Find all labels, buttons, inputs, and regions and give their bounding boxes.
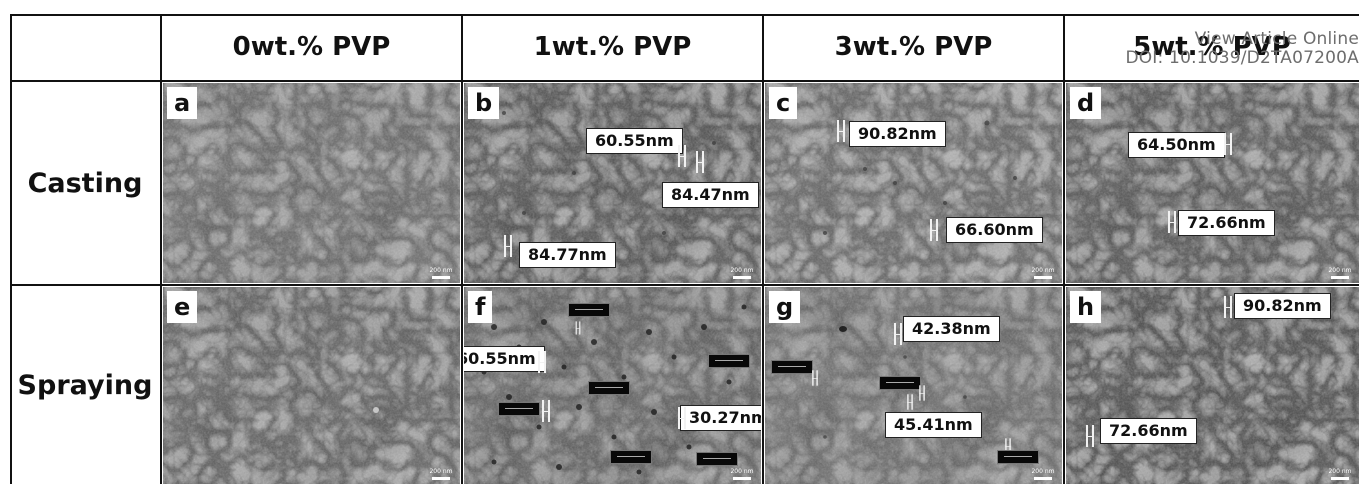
column-header-1wt: 1wt.% PVP <box>533 32 692 62</box>
measure-bar-g-5 <box>1004 438 1012 454</box>
measure-bar-c-1 <box>835 120 847 142</box>
grid-line-left <box>10 14 12 484</box>
measurement-b-3: 84.77nm <box>519 242 616 268</box>
scale-bar-f: 200 nm <box>727 468 757 480</box>
measure-bar-g-2 <box>811 370 819 386</box>
measurement-b-1: 60.55nm <box>586 128 683 154</box>
panel-label-h: h <box>1070 291 1102 323</box>
measurement-g-1: 42.38nm <box>903 316 1000 342</box>
panel-label-b: b <box>468 87 500 119</box>
mini-measurement-g-2 <box>879 376 921 390</box>
measure-bar-f-2 <box>540 400 552 422</box>
mini-measurement-f-2 <box>708 354 750 368</box>
mini-measurement-f-6 <box>696 452 738 466</box>
grid-line-col2 <box>461 14 463 484</box>
scale-bar-g: 200 nm <box>1028 468 1058 480</box>
sem-panel-e: e 200 nm <box>163 287 460 484</box>
grid-line-header-bottom <box>10 80 1359 82</box>
measure-bar-g-4 <box>906 394 914 410</box>
row-header-spraying: Spraying <box>17 369 153 401</box>
measure-bar-h-2 <box>1084 425 1096 447</box>
measure-bar-f-1 <box>536 351 548 373</box>
sem-panel-h: h 90.82nm 72.66nm 200 nm <box>1066 287 1359 484</box>
column-header-3wt: 3wt.% PVP <box>834 32 993 62</box>
measure-bar-h-1 <box>1222 296 1234 318</box>
column-header-5wt: 5wt.% PVP <box>1133 32 1291 62</box>
measure-bar-b-1 <box>676 145 688 167</box>
sem-image-a <box>163 83 460 283</box>
mini-measurement-f-4 <box>498 402 540 416</box>
measure-bar-c-2 <box>928 219 940 241</box>
sem-image-h <box>1066 287 1359 484</box>
measurement-c-2: 66.60nm <box>946 217 1043 243</box>
panel-label-g: g <box>769 291 801 323</box>
grid-line-col3 <box>762 14 764 484</box>
grid-line-top <box>10 14 1359 16</box>
column-header-0wt: 0wt.% PVP <box>232 32 391 62</box>
measurement-f-1: 60.55nm <box>464 346 545 372</box>
panel-label-f: f <box>468 291 493 323</box>
panel-label-a: a <box>167 87 198 119</box>
sem-image-c <box>765 83 1062 283</box>
watermark-doi: DOI: 10.1039/D2TA07200A <box>1125 48 1359 68</box>
measure-bar-f-3 <box>676 407 688 429</box>
sem-panel-c: c 90.82nm 66.60nm 200 nm <box>765 83 1062 283</box>
panel-label-d: d <box>1070 87 1102 119</box>
measure-bar-b-3 <box>502 235 514 257</box>
panel-label-c: c <box>769 87 798 119</box>
measure-bar-f-0 <box>574 321 581 335</box>
measure-bar-g-3 <box>918 385 926 401</box>
measure-bar-d-1 <box>1222 133 1234 155</box>
row-header-casting: Casting <box>27 167 143 199</box>
scale-bar-e: 200 nm <box>426 468 456 480</box>
grid-line-middle <box>10 284 1359 286</box>
measurement-h-2: 72.66nm <box>1100 418 1197 444</box>
mini-measurement-f-5 <box>610 450 652 464</box>
grid-line-col4 <box>1063 14 1065 484</box>
sem-panel-g: g 42.38nm 45.41nm 200 nm <box>765 287 1062 484</box>
measurement-f-2: 30.27nm <box>680 405 761 431</box>
mini-measurement-f-1 <box>568 303 610 317</box>
watermark: View Article Online DOI: 10.1039/D2TA072… <box>1125 30 1359 68</box>
sem-panel-d: d 64.50nm 72.66nm 200 nm <box>1066 83 1359 283</box>
sem-panel-f: f 60.55nm 30.27nm 200 nm <box>464 287 761 484</box>
sem-panel-b: b 60.55nm 84.47nm 84.77nm 200 nm <box>464 83 761 283</box>
mini-measurement-g-3 <box>997 450 1039 464</box>
measure-bar-b-2 <box>694 151 706 173</box>
mini-measurement-f-3 <box>588 381 630 395</box>
mini-measurement-g-1 <box>771 360 813 374</box>
measure-bar-d-2 <box>1166 211 1178 233</box>
watermark-view-article: View Article Online <box>1194 29 1359 49</box>
measurement-h-1: 90.82nm <box>1234 293 1331 319</box>
scale-bar-c: 200 nm <box>1028 267 1058 279</box>
measurement-g-2: 45.41nm <box>885 412 982 438</box>
sem-image-e <box>163 287 460 484</box>
measurement-d-2: 72.66nm <box>1178 210 1275 236</box>
scale-bar-d: 200 nm <box>1325 267 1355 279</box>
measurement-b-2: 84.47nm <box>662 182 759 208</box>
measurement-c-1: 90.82nm <box>849 121 946 147</box>
measure-bar-g-1 <box>892 323 904 345</box>
sem-image-d <box>1066 83 1359 283</box>
grid-line-col1 <box>160 14 162 484</box>
scale-bar-h: 200 nm <box>1325 468 1355 480</box>
panel-label-e: e <box>167 291 198 323</box>
sem-panel-a: a 200 nm <box>163 83 460 283</box>
scale-bar-a: 200 nm <box>426 267 456 279</box>
measurement-d-1: 64.50nm <box>1128 132 1225 158</box>
scale-bar-b: 200 nm <box>727 267 757 279</box>
